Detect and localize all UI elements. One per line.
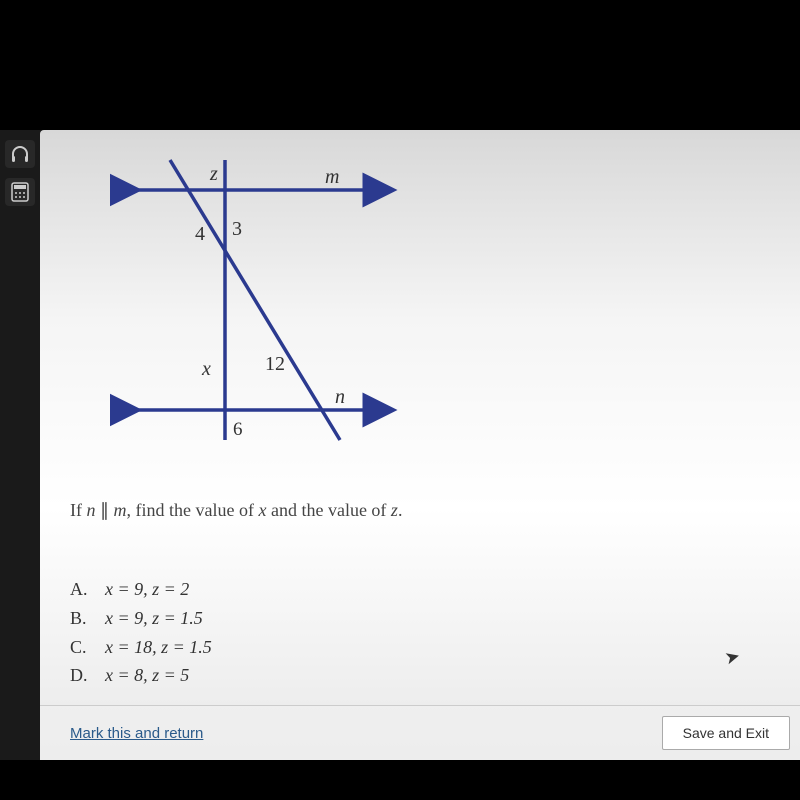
answer-choices: A. x = 9, z = 2 B. x = 9, z = 1.5 C. x =… (70, 575, 212, 690)
question-text: If n ∥ m, find the value of x and the va… (70, 500, 402, 521)
save-and-exit-button[interactable]: Save and Exit (662, 716, 790, 750)
top-letterbox (0, 0, 800, 130)
mouse-cursor-icon: ➤ (722, 645, 742, 669)
svg-text:m: m (325, 166, 339, 188)
answer-letter: D. (70, 661, 105, 690)
answer-choice-a[interactable]: A. x = 9, z = 2 (70, 575, 212, 604)
svg-text:z: z (209, 163, 218, 185)
geometry-diagram: z m 4 3 x 12 6 n (110, 145, 420, 455)
question-panel: z m 4 3 x 12 6 n If n ∥ m, find the valu… (40, 130, 800, 760)
q-var-z: z (391, 500, 398, 520)
answer-letter: C. (70, 633, 105, 662)
answer-value: x = 9, z = 2 (105, 575, 189, 604)
bottom-bar: Mark this and return Save and Exit (40, 705, 800, 760)
svg-text:4: 4 (195, 223, 205, 245)
svg-text:6: 6 (233, 419, 243, 440)
bottom-letterbox (0, 760, 800, 800)
calculator-icon[interactable] (5, 178, 35, 206)
q-prefix: If (70, 500, 87, 520)
svg-text:n: n (335, 386, 345, 408)
answer-choice-c[interactable]: C. x = 18, z = 1.5 (70, 633, 212, 662)
q-and: and the value of (266, 500, 390, 520)
svg-text:3: 3 (232, 218, 242, 240)
left-toolbar (0, 140, 40, 206)
q-rest: , find the value of (127, 500, 259, 520)
answer-value: x = 9, z = 1.5 (105, 604, 203, 633)
answer-value: x = 18, z = 1.5 (105, 633, 212, 662)
answer-choice-b[interactable]: B. x = 9, z = 1.5 (70, 604, 212, 633)
q-dot: . (398, 500, 403, 520)
answer-choice-d[interactable]: D. x = 8, z = 5 (70, 661, 212, 690)
q-var-n: n (87, 500, 96, 520)
mark-and-return-link[interactable]: Mark this and return (70, 725, 203, 742)
q-var-m: m (114, 500, 127, 520)
svg-text:12: 12 (265, 353, 285, 375)
q-parallel: ∥ (96, 500, 114, 520)
answer-value: x = 8, z = 5 (105, 661, 189, 690)
answer-letter: B. (70, 604, 105, 633)
answer-letter: A. (70, 575, 105, 604)
headphones-icon[interactable] (5, 140, 35, 168)
svg-text:x: x (201, 358, 211, 380)
